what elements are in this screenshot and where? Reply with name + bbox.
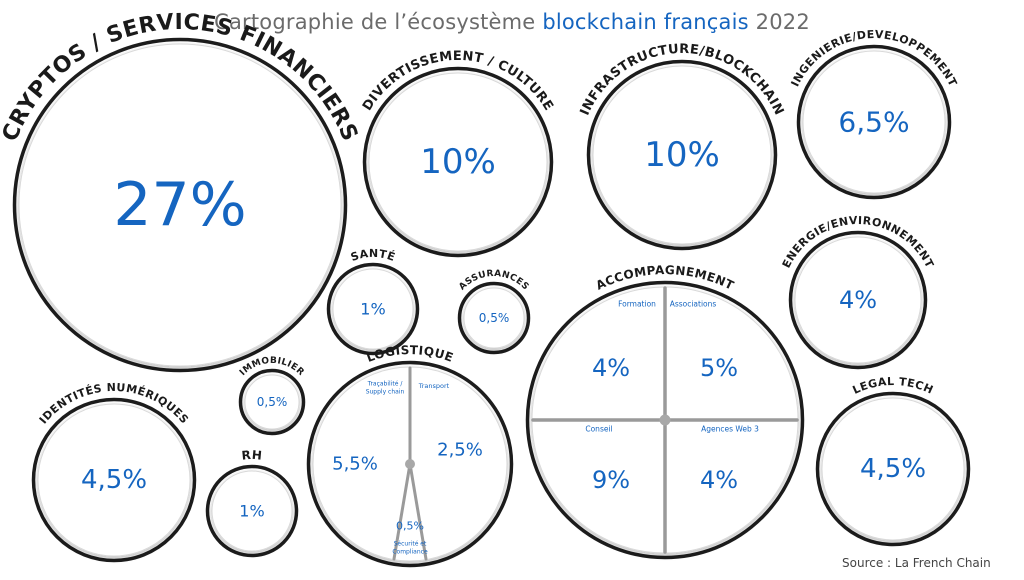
bubble-ring — [238, 368, 306, 436]
sector-divider — [408, 462, 428, 561]
bubble-ring — [326, 262, 420, 356]
bubble-cryptos-services-financiers: 27%CRYPTOS / SERVICES FINANCIERS — [0, 10, 362, 373]
bubble-disc — [244, 374, 300, 430]
bubble-disc — [463, 287, 525, 349]
bubble-ring — [815, 391, 971, 547]
bubble-sante: 1% SANTÉ — [326, 247, 420, 356]
value-label: 27% — [113, 170, 246, 240]
value-label: 4% — [700, 466, 738, 494]
bubble-ring — [788, 230, 928, 370]
bubble-divertissement-culture: 10%DIVERTISSEMENT / CULTURE — [360, 49, 556, 258]
sector-divider — [392, 462, 412, 561]
source-note: Source : La French Chain — [842, 556, 991, 570]
bubble-disc — [802, 50, 946, 194]
center-node — [405, 459, 415, 469]
value-label: 1% — [360, 300, 385, 319]
subcategory-label: Associations — [670, 300, 717, 309]
bubble-ring — [306, 360, 514, 568]
bubble-disc — [37, 403, 191, 557]
value-label: 4,5% — [81, 465, 147, 495]
bubble-disc — [592, 65, 772, 245]
bubble-ring — [586, 59, 778, 251]
bubble-ring — [31, 397, 197, 563]
value-label: 9% — [592, 466, 630, 494]
value-label: 5,5% — [332, 454, 378, 475]
bubble-immobilier: 0,5%IMMOBILIER — [238, 356, 306, 436]
value-label: 4% — [839, 286, 877, 314]
chart-title: Cartographie de l’écosystème blockchain … — [0, 10, 1024, 34]
bubble-infrastructure-blockchain: 10%INFRASTRUCTURE/BLOCKCHAIN — [578, 42, 786, 251]
center-node — [659, 414, 671, 426]
bubble-ring — [205, 464, 299, 558]
bubble-ingenierie-developpement: 6,5%INGENIERIE/DEVELOPPEMENT — [788, 28, 959, 200]
bubble-disc — [368, 72, 548, 252]
bubble-legal-tech: 4,5%LEGAL TECH — [815, 375, 971, 547]
subcategory-label: Sécurité et — [394, 541, 427, 548]
bubble-energie-environnement: 4%ENERGIE/ENVIRONNEMENT — [780, 214, 936, 370]
title-suffix: 2022 — [748, 10, 810, 34]
value-label: 0,5% — [479, 311, 510, 325]
bubble-assurances: 0,5%ASSURANCES — [457, 269, 531, 355]
subcategory-label: Agences Web 3 — [701, 425, 759, 434]
bubble-ring — [362, 66, 554, 258]
bubble-disc — [821, 397, 965, 541]
title-highlight: blockchain français — [542, 10, 749, 34]
value-label: 1% — [239, 502, 264, 521]
subcategory-label: Traçabilité / — [367, 381, 404, 388]
bubble-accompagnement: ACCOMPAGNEMENTFormation4%Associations5%C… — [525, 263, 805, 560]
bubble-disc — [332, 268, 414, 350]
bubble-disc — [794, 236, 922, 364]
value-label: 4,5% — [860, 454, 926, 484]
value-label: 4% — [592, 354, 630, 382]
bubble-ring — [457, 281, 531, 355]
bubble-identites-numeriques: 4,5%IDENTITÉS NUMÉRIQUES — [31, 381, 197, 563]
value-label: 0,5% — [257, 395, 288, 409]
bubble-disc — [211, 470, 293, 552]
bubble-ring — [796, 44, 952, 200]
category-label: RH — [241, 448, 263, 463]
title-prefix: Cartographie de l’écosystème — [214, 10, 543, 34]
value-label: 2,5% — [437, 440, 483, 461]
value-label: 10% — [644, 135, 720, 175]
bubble-ring — [525, 280, 805, 560]
subcategory-label: Conseil — [585, 425, 612, 434]
category-label: SANTÉ — [349, 247, 397, 264]
subcategory-label: Compliance — [392, 549, 428, 556]
subcategory-label: Supply chain — [366, 389, 405, 396]
bubble-rh: 1% RH — [205, 448, 299, 558]
value-label: 5% — [700, 354, 738, 382]
subcategory-label: Formation — [618, 300, 656, 309]
bubbles-layer: 27%CRYPTOS / SERVICES FINANCIERS10%DIVER… — [0, 10, 971, 568]
value-label: 6,5% — [838, 106, 909, 139]
subcategory-label: Transport — [418, 382, 450, 390]
bubble-disc — [18, 43, 342, 367]
bubble-ring — [12, 37, 348, 373]
value-label: 0,5% — [396, 520, 424, 533]
value-label: 10% — [420, 142, 496, 182]
